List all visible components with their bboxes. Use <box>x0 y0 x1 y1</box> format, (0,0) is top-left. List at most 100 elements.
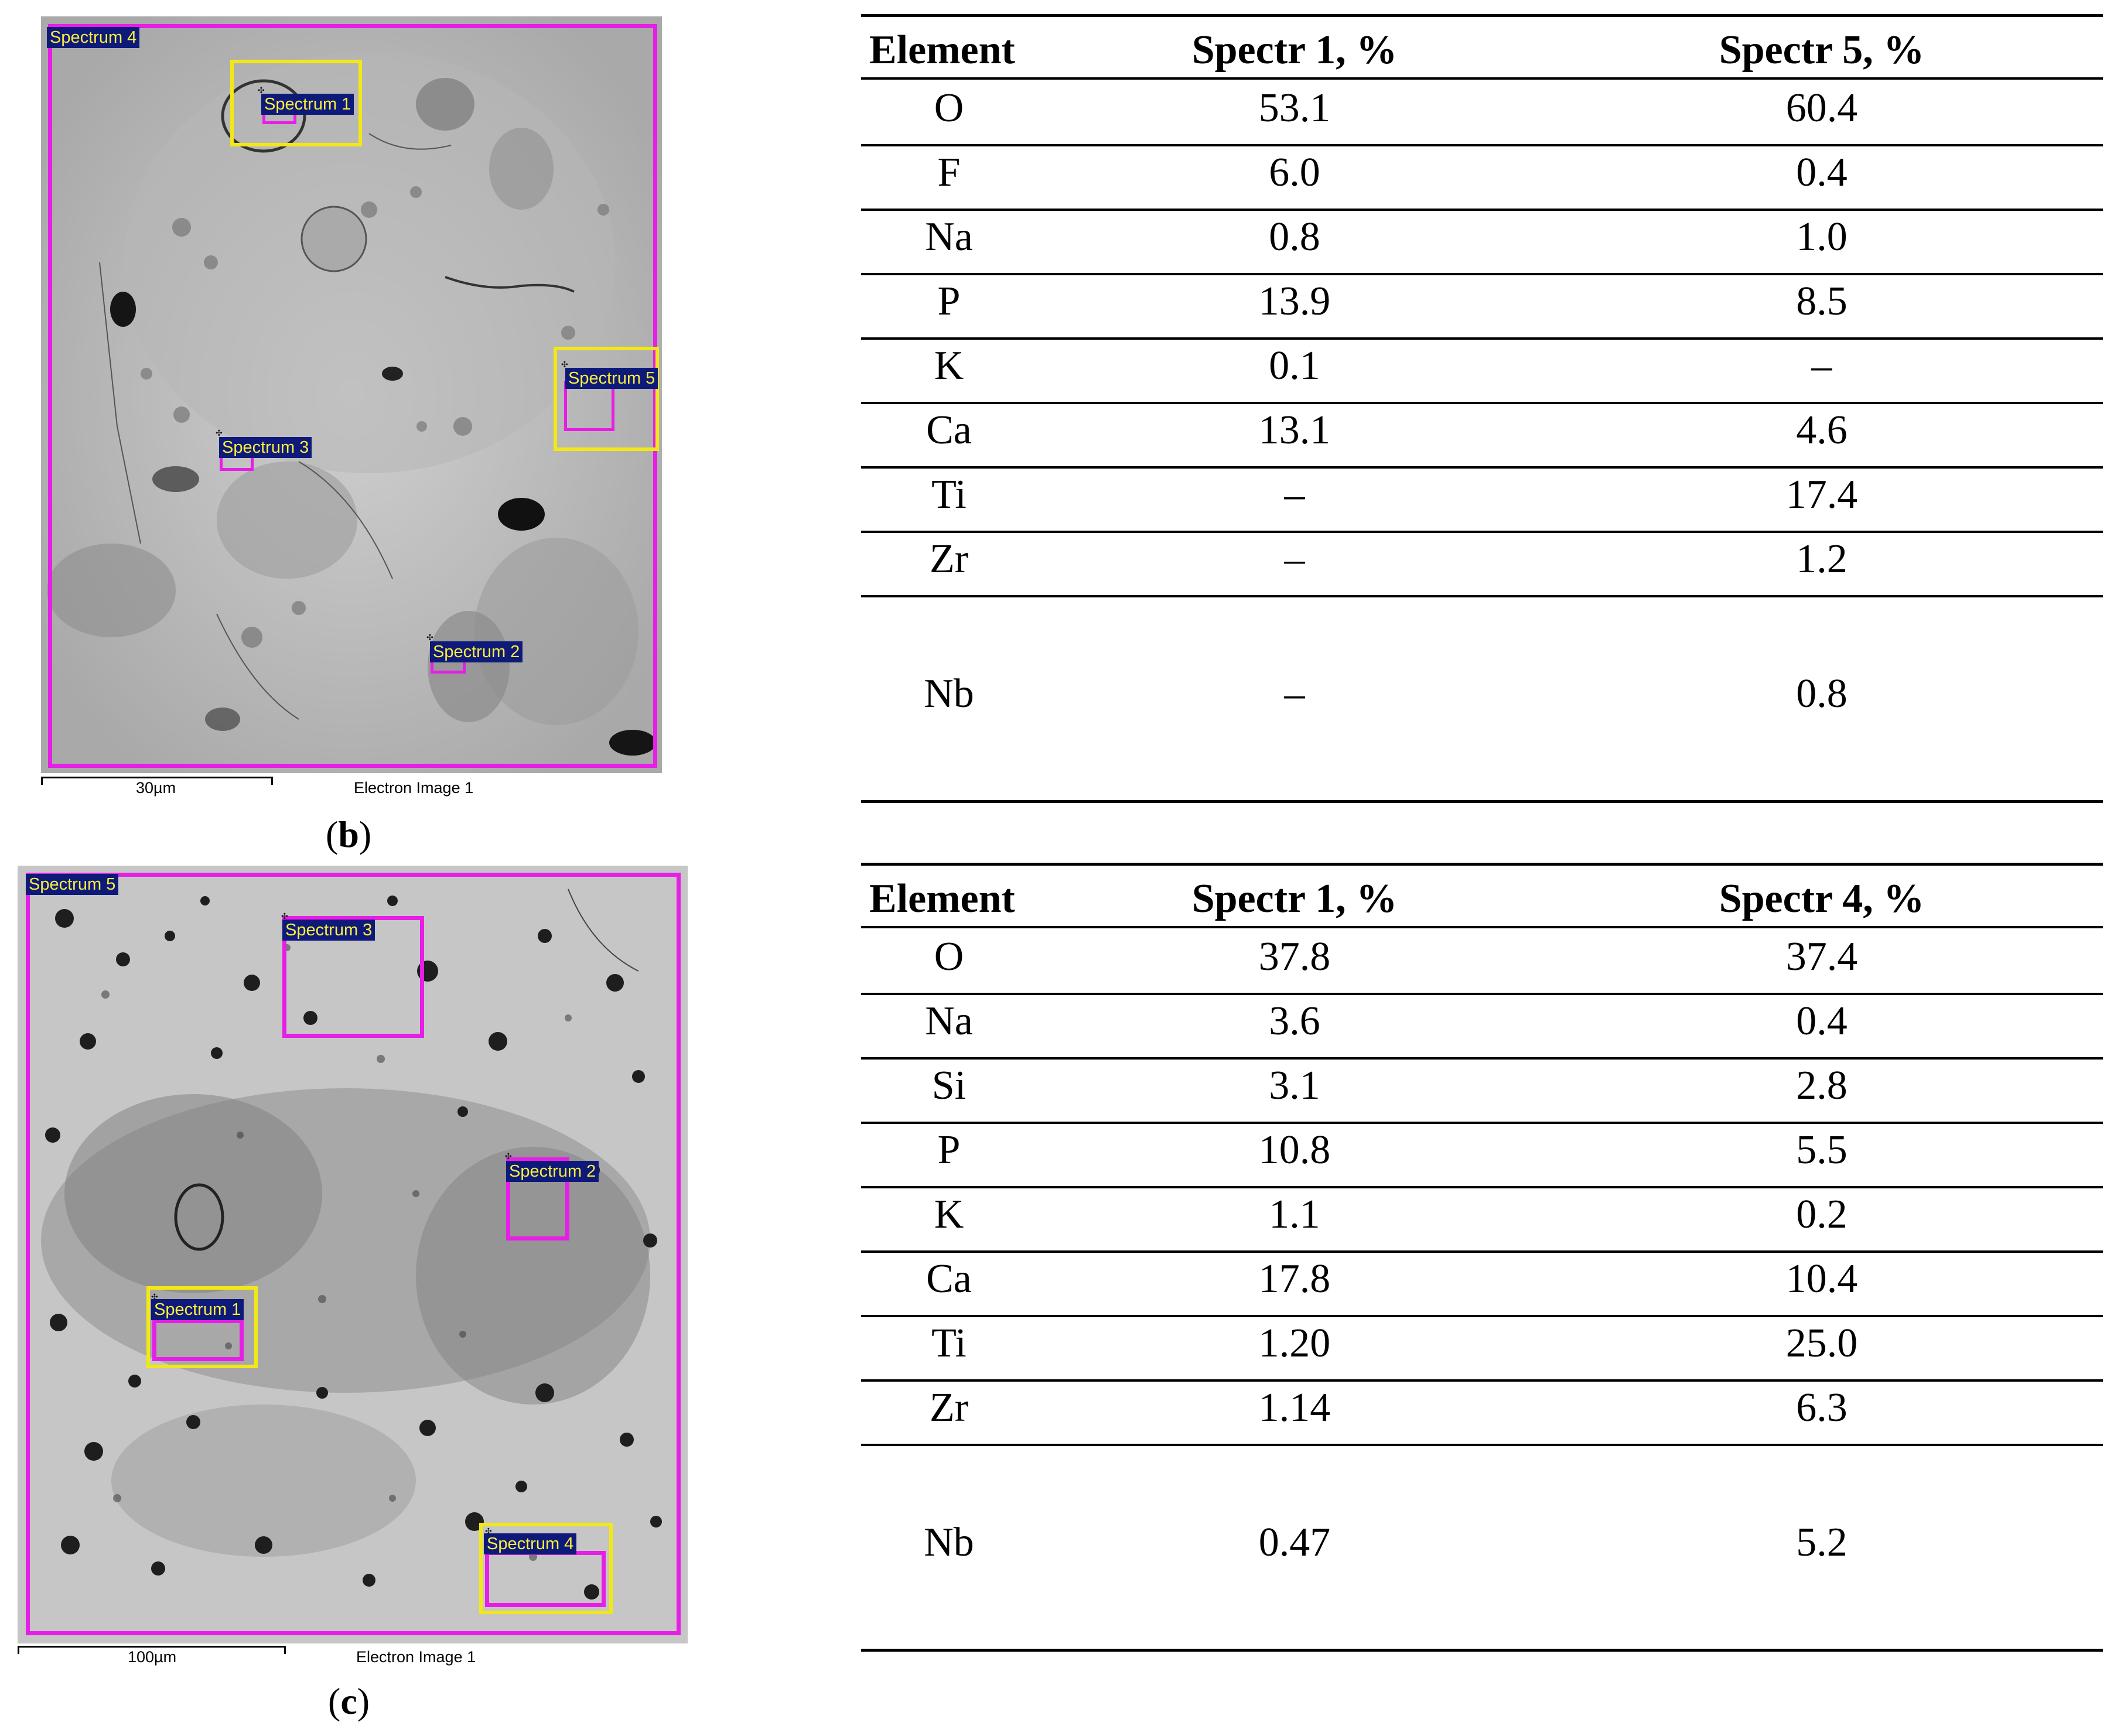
table-row-rule <box>861 595 2103 597</box>
spectrum-tag-b-2: Spectrum 2 <box>430 641 523 662</box>
table-cell: – <box>1284 536 1305 582</box>
roi-spectrum-1-c-outer <box>146 1286 258 1368</box>
spectrum-tag-b-5: Spectrum 5 <box>565 368 658 389</box>
table-cell: 25.0 <box>1785 1321 1858 1366</box>
sem-texture-b <box>41 16 662 773</box>
table-bottom-rule <box>861 1649 2103 1652</box>
column-header: Element <box>869 876 1015 921</box>
spectrum-tag-c-4: Spectrum 4 <box>484 1533 577 1554</box>
table-cell: – <box>1284 472 1305 517</box>
table-row-rule <box>861 1250 2103 1253</box>
spectrum-tag-c-3: Spectrum 3 <box>282 920 375 941</box>
table-cell: 1.0 <box>1796 214 1848 259</box>
table-cell: 2.8 <box>1796 1063 1848 1108</box>
crosshair-icon: ✣ <box>505 1152 512 1161</box>
sem-texture-c <box>18 866 688 1643</box>
table-cell: P <box>937 279 961 324</box>
spectrum-tag-c-1: Spectrum 1 <box>151 1299 244 1320</box>
table-cell: 1.20 <box>1258 1321 1331 1366</box>
table-row-rule <box>861 993 2103 995</box>
sem-image-b: Spectrum 4 ✣ Spectrum 1 ✣ Spectrum 5 ✣ S… <box>41 16 662 773</box>
table-cell: 6.0 <box>1269 150 1320 195</box>
roi-spectrum-4-b <box>48 24 657 768</box>
table-cell: Na <box>925 214 973 259</box>
table-header-rule <box>861 926 2103 928</box>
table-cell: 0.2 <box>1796 1192 1848 1237</box>
table-cell: 60.4 <box>1785 86 1858 131</box>
table-row-rule <box>861 1444 2103 1446</box>
roi-spectrum-2-c <box>506 1157 569 1241</box>
table-cell: 1.2 <box>1796 536 1848 582</box>
crosshair-icon: ✣ <box>485 1527 492 1536</box>
crosshair-icon: ✣ <box>281 912 288 921</box>
table-cell: Si <box>931 1063 967 1108</box>
roi-spectrum-1-b-outer <box>230 60 362 146</box>
spectrum-tag-c-2: Spectrum 2 <box>506 1161 599 1182</box>
roi-spectrum-1-c <box>152 1319 244 1361</box>
roi-spectrum-4-c-outer <box>479 1523 613 1614</box>
column-header: Spectr 5, % <box>1719 28 1925 73</box>
table-row-rule <box>861 273 2103 275</box>
crosshair-icon: ✣ <box>426 633 433 643</box>
table-cell: K <box>934 343 964 388</box>
table-cell: 37.8 <box>1258 934 1331 979</box>
crosshair-icon: ✣ <box>216 429 223 438</box>
table-cell: Zr <box>929 1385 969 1430</box>
table-cell: 0.1 <box>1269 343 1320 388</box>
composition-table-b: Element Spectr 1, % Spectr 5, % O 53.1 60.… <box>861 14 2103 805</box>
table-row-rule <box>861 402 2103 404</box>
scale-label-b: 30µm <box>136 779 176 797</box>
table-bottom-rule <box>861 800 2103 803</box>
table-row-rule <box>861 209 2103 211</box>
table-cell: Na <box>925 999 973 1044</box>
table-cell: 0.4 <box>1796 999 1848 1044</box>
crosshair-icon: ✣ <box>258 86 265 95</box>
table-cell: K <box>934 1192 964 1237</box>
table-row-rule <box>861 1122 2103 1124</box>
table-cell: 10.8 <box>1258 1127 1331 1173</box>
table-cell: 17.4 <box>1785 472 1858 517</box>
table-cell: 13.1 <box>1258 408 1331 453</box>
table-cell: Zr <box>929 536 969 582</box>
table-row-rule <box>861 1186 2103 1188</box>
image-caption-c: Electron Image 1 <box>356 1648 476 1666</box>
table-cell: 0.4 <box>1796 150 1848 195</box>
table-cell: 0.47 <box>1258 1520 1331 1565</box>
table-header-rule <box>861 77 2103 80</box>
crosshair-icon: ✣ <box>561 360 568 370</box>
table-top-rule <box>861 14 2103 17</box>
column-header: Element <box>869 28 1015 73</box>
table-row-rule <box>861 337 2103 340</box>
table-cell: 0.8 <box>1269 214 1320 259</box>
table-cell: 13.9 <box>1258 279 1331 324</box>
table-row-rule <box>861 144 2103 146</box>
table-cell: 0.8 <box>1796 671 1848 716</box>
table-cell: 5.5 <box>1796 1127 1848 1173</box>
roi-spectrum-5-b-outer <box>554 347 659 451</box>
table-cell: 1.14 <box>1258 1385 1331 1430</box>
table-cell: Ti <box>931 1321 967 1366</box>
table-cell: 37.4 <box>1785 934 1858 979</box>
table-cell: O <box>934 86 964 131</box>
table-cell: Ca <box>926 1256 972 1301</box>
panel-label-c: (c) <box>328 1680 370 1722</box>
table-cell: 6.3 <box>1796 1385 1848 1430</box>
panel-label-b: (b) <box>326 814 372 855</box>
table-cell: 4.6 <box>1796 408 1848 453</box>
spectrum-tag-b-4: Spectrum 4 <box>47 27 140 48</box>
crosshair-icon: ✣ <box>151 1293 158 1302</box>
table-cell: 5.2 <box>1796 1520 1848 1565</box>
column-header: Spectr 1, % <box>1191 28 1398 73</box>
table-row-rule <box>861 531 2103 533</box>
table-cell: 53.1 <box>1258 86 1331 131</box>
table-cell: 1.1 <box>1269 1192 1320 1237</box>
roi-spectrum-5-c <box>26 873 681 1635</box>
composition-table-c: Element Spectr 1, % Spectr 4, % O 37.8 37.… <box>861 863 2103 1677</box>
scale-bar-b <box>41 777 273 785</box>
table-row-rule <box>861 466 2103 469</box>
spectrum-tag-b-3: Spectrum 3 <box>219 437 312 458</box>
table-row-rule <box>861 1057 2103 1060</box>
sem-image-c: Spectrum 5 ✣ Spectrum 3 ✣ Spectrum 2 ✣ S… <box>18 866 688 1643</box>
scale-label-c: 100µm <box>128 1648 177 1666</box>
table-cell: 10.4 <box>1785 1256 1858 1301</box>
